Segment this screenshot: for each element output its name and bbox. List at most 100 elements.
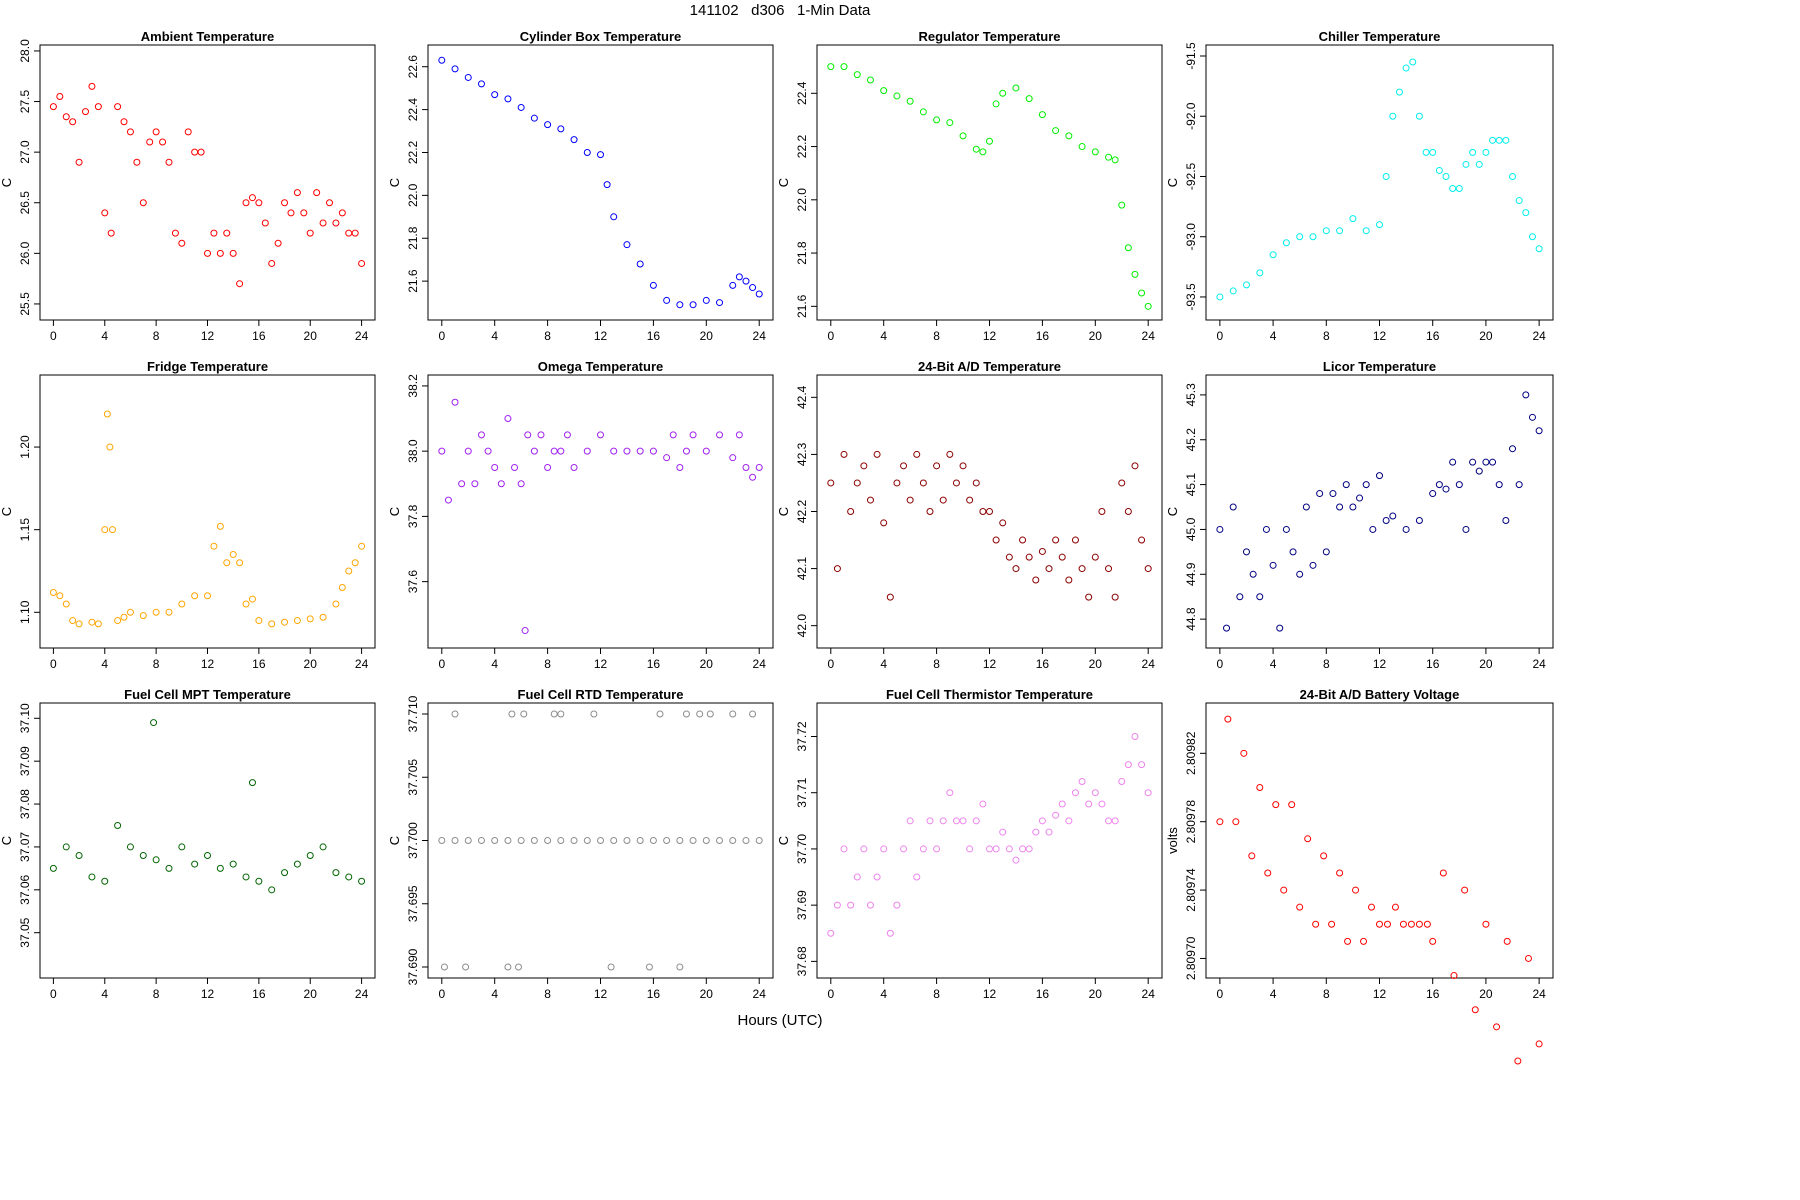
data-point [1415, 516, 1423, 524]
chart-panel: Licor Temperature C 0 4 8 12 16 20 24 44.8 44.9 45.… [1165, 359, 1554, 671]
data-point [248, 595, 256, 603]
data-point [893, 92, 901, 100]
data-point [1232, 818, 1240, 826]
y-tick-label: 37.6 [406, 570, 420, 594]
x-tick-label: 16 [1426, 657, 1440, 671]
data-point [1012, 565, 1020, 573]
data-point [319, 219, 327, 227]
x-tick-label: 20 [700, 657, 714, 671]
data-point [1242, 281, 1250, 289]
data-point [1276, 624, 1284, 632]
data-point [1362, 227, 1370, 235]
data-point [636, 260, 644, 268]
y-tick-label: 1.10 [18, 600, 32, 624]
data-point [1471, 1006, 1479, 1014]
data-point [913, 873, 921, 881]
data-point [1131, 732, 1139, 740]
data-point [682, 710, 690, 718]
data-point [1078, 777, 1086, 785]
data-point [729, 837, 737, 844]
y-tick-label: 42.1 [795, 557, 809, 581]
data-point [583, 148, 591, 156]
y-axis-label: C [1165, 178, 1180, 187]
data-point [1369, 525, 1377, 533]
x-tick-label: 20 [700, 329, 714, 343]
y-axis-label: C [0, 507, 14, 516]
data-point [1302, 503, 1310, 511]
x-tick-label: 16 [647, 329, 661, 343]
y-tick-label: 37.8 [406, 504, 420, 528]
data-point [520, 710, 528, 718]
data-point [223, 559, 231, 567]
data-point [840, 63, 848, 71]
data-point [268, 620, 276, 628]
y-tick-label: 1.20 [18, 435, 32, 459]
x-tick-label: 16 [1426, 329, 1440, 343]
data-point [204, 852, 211, 860]
data-point [729, 281, 737, 289]
data-point [319, 613, 327, 621]
data-point [1391, 903, 1399, 911]
data-point [120, 613, 128, 621]
data-point [108, 526, 116, 534]
data-point [840, 845, 848, 853]
x-tick-label: 24 [1142, 987, 1156, 1001]
x-tick-label: 24 [355, 657, 369, 671]
data-point [755, 463, 763, 471]
data-point [1449, 458, 1457, 466]
data-point [1111, 156, 1119, 164]
y-tick-label: 26.0 [18, 241, 32, 265]
y-tick-label: 22.2 [795, 135, 809, 159]
data-point [62, 843, 70, 851]
y-axis-label: C [776, 507, 791, 516]
data-point [663, 454, 671, 462]
data-point [464, 73, 472, 81]
chart-title: Fridge Temperature [147, 359, 268, 374]
y-tick-label: 45.1 [1184, 473, 1198, 497]
data-point [550, 710, 558, 718]
data-point [1493, 1023, 1501, 1031]
data-point [159, 138, 167, 146]
data-point [242, 873, 250, 881]
data-point [1105, 565, 1113, 573]
plot-frame [427, 702, 774, 979]
x-tick-label: 12 [594, 329, 608, 343]
x-tick-label: 8 [153, 987, 160, 1001]
x-tick-label: 0 [438, 329, 445, 343]
plot-frame [1205, 44, 1554, 321]
x-tick-label: 12 [201, 657, 215, 671]
y-tick-label: 22.2 [406, 140, 420, 164]
data-point [293, 860, 301, 868]
data-point [530, 837, 538, 844]
data-point [152, 608, 160, 616]
data-point [952, 817, 960, 825]
data-point [649, 447, 657, 455]
data-point [504, 963, 512, 971]
chart-title: Regulator Temperature [918, 29, 1060, 44]
data-point [1131, 270, 1139, 278]
data-point [216, 249, 224, 257]
figure-title: 141102 d306 1-Min Data [689, 2, 871, 19]
data-point [261, 219, 269, 227]
data-point [557, 125, 565, 133]
data-point [229, 249, 237, 257]
data-point [1435, 166, 1443, 174]
data-point [1376, 472, 1383, 480]
data-point [293, 617, 301, 625]
x-tick-label: 0 [438, 657, 445, 671]
data-point [1316, 490, 1324, 498]
data-point [959, 462, 967, 470]
data-point [1455, 481, 1463, 489]
data-point [1429, 490, 1437, 498]
y-tick-label: 21.6 [795, 294, 809, 318]
chart-panel: Cylinder Box Temperature C 0 4 8 12 16 20 24 21.6… [387, 29, 774, 343]
data-point [992, 100, 1000, 108]
data-point [306, 852, 314, 860]
data-point [88, 82, 96, 90]
data-point [197, 148, 205, 156]
chart-title: Ambient Temperature [141, 29, 274, 44]
data-point [972, 817, 980, 825]
y-tick-label: 2.80974 [1184, 868, 1198, 912]
data-point [504, 415, 512, 423]
data-point [1269, 251, 1277, 259]
